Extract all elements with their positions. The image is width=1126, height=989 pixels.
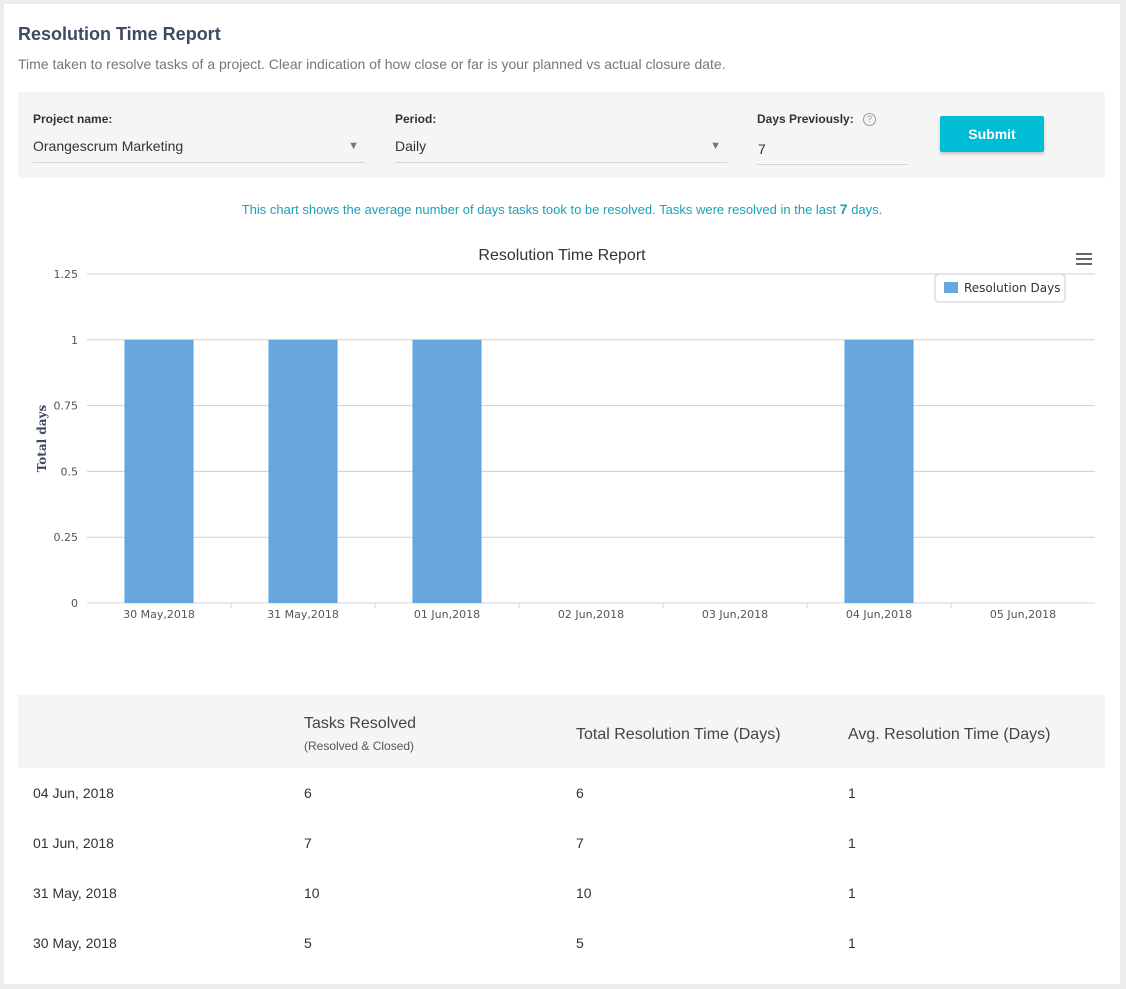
cell-total-resolution: 10 — [576, 885, 592, 901]
x-tick-label: 30 May,2018 — [123, 608, 195, 621]
y-tick-label: 0 — [71, 597, 78, 610]
cell-tasks-resolved: 6 — [304, 785, 312, 801]
x-tick-label: 02 Jun,2018 — [558, 608, 624, 621]
chart-note-suffix: days. — [851, 202, 883, 217]
table-body: 04 Jun, 2018 6 6 1 01 Jun, 2018 7 7 1 31 May, 20… — [18, 768, 1105, 968]
period-value: Daily — [395, 138, 427, 154]
y-tick-label: 1.25 — [54, 268, 79, 281]
y-axis-label: Total days — [35, 405, 49, 473]
cell-avg-resolution: 1 — [848, 785, 856, 801]
cell-total-resolution: 5 — [576, 935, 584, 951]
table-header: Tasks Resolved (Resolved & Closed) Total… — [18, 695, 1105, 768]
project-name-select[interactable]: Orangescrum Marketing ▼ — [33, 130, 365, 163]
page-title: Resolution Time Report — [18, 24, 221, 44]
cell-avg-resolution: 1 — [848, 835, 856, 851]
period-label: Period: — [395, 112, 437, 126]
header-avg-resolution: Avg. Resolution Time (Days) — [848, 726, 1051, 743]
report-card: Resolution Time Report Time taken to res… — [4, 4, 1120, 984]
header-tasks-resolved-label: Tasks Resolved — [304, 715, 417, 732]
project-name-value: Orangescrum Marketing — [33, 138, 184, 154]
legend-swatch — [944, 282, 958, 293]
days-previously-label-text: Days Previously: — [757, 112, 854, 126]
cell-tasks-resolved: 5 — [304, 935, 312, 951]
cell-avg-resolution: 1 — [848, 935, 856, 951]
table-row: 30 May, 2018 5 5 1 — [18, 918, 1105, 968]
bar — [844, 339, 914, 603]
resolution-time-chart: Resolution Time Report 0 0.25 0.5 0.75 1 1.25 T… — [35, 247, 1095, 621]
chart-note: This chart shows the average number of d… — [4, 201, 1120, 217]
cell-tasks-resolved: 10 — [304, 885, 320, 901]
header-total-resolution: Total Resolution Time (Days) — [576, 726, 781, 743]
cell-date: 30 May, 2018 — [33, 935, 117, 951]
x-tick-label: 01 Jun,2018 — [414, 608, 480, 621]
caret-down-icon: ▼ — [710, 140, 721, 152]
bar — [124, 339, 194, 603]
submit-button[interactable]: Submit — [940, 116, 1044, 152]
cell-avg-resolution: 1 — [848, 885, 856, 901]
y-tick-label: 0.5 — [61, 465, 79, 478]
y-tick-label: 0.25 — [54, 531, 79, 544]
y-tick-label: 0.75 — [54, 400, 79, 413]
legend-label: Resolution Days — [964, 281, 1060, 295]
hamburger-menu-icon[interactable] — [1076, 253, 1092, 265]
help-circle-icon[interactable]: ? — [863, 113, 877, 127]
caret-down-icon: ▼ — [348, 140, 359, 152]
cell-total-resolution: 6 — [576, 785, 584, 801]
days-previously-label: Days Previously: ? — [757, 112, 877, 127]
bar — [412, 339, 482, 603]
legend-box — [934, 273, 1066, 303]
table-row: 04 Jun, 2018 6 6 1 — [18, 768, 1105, 818]
cell-date: 04 Jun, 2018 — [33, 785, 114, 801]
table-row: 31 May, 2018 10 10 1 — [18, 868, 1105, 918]
table-row: 01 Jun, 2018 7 7 1 — [18, 818, 1105, 868]
cell-date: 01 Jun, 2018 — [33, 835, 114, 851]
x-tick-label: 31 May,2018 — [267, 608, 339, 621]
x-tick-label: 04 Jun,2018 — [846, 608, 912, 621]
period-select[interactable]: Daily ▼ — [395, 130, 727, 163]
project-name-label: Project name: — [33, 112, 113, 126]
x-tick-label: 03 Jun,2018 — [702, 608, 768, 621]
cell-tasks-resolved: 7 — [304, 835, 312, 851]
bar — [268, 339, 338, 603]
chart-title: Resolution Time Report — [478, 247, 646, 264]
cell-total-resolution: 7 — [576, 835, 584, 851]
chart-note-prefix: This chart shows the average number of d… — [241, 202, 837, 217]
header-tasks-resolved-sub: (Resolved & Closed) — [304, 739, 415, 753]
resolution-table: Tasks Resolved (Resolved & Closed) Total… — [18, 695, 1105, 968]
cell-date: 31 May, 2018 — [33, 885, 117, 901]
days-previously-input[interactable] — [757, 134, 908, 165]
filter-bar: Project name: Orangescrum Marketing ▼ Pe… — [18, 92, 1105, 178]
y-tick-label: 1 — [71, 334, 78, 347]
chart-note-days: 7 — [839, 201, 848, 217]
x-tick-label: 05 Jun,2018 — [990, 608, 1056, 621]
page-description: Time taken to resolve tasks of a project… — [18, 56, 726, 72]
header-tasks-resolved: Tasks Resolved (Resolved & Closed) — [304, 715, 416, 753]
